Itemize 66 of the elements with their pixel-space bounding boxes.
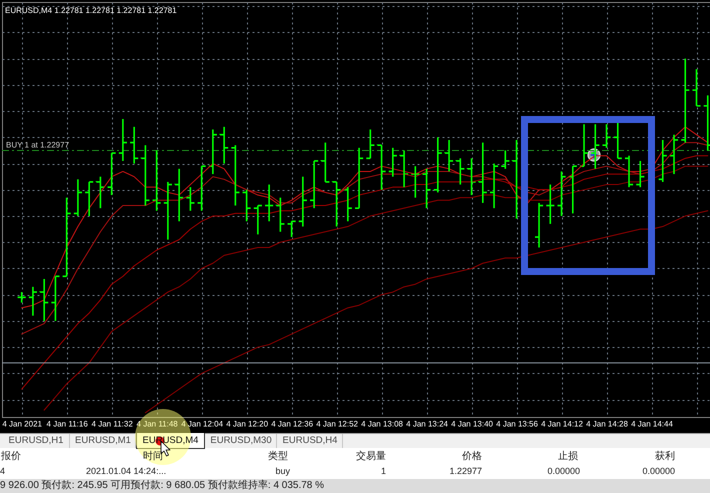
candlestick — [118, 118, 128, 162]
text: 1 — [380, 465, 386, 478]
candlestick — [534, 202, 544, 248]
candlestick — [546, 184, 554, 225]
x-tick-label: 4 Jan 13:56 — [496, 420, 539, 428]
candlestick — [73, 178, 83, 217]
candlestick — [602, 123, 612, 149]
text: EURUSD,M1 — [70, 434, 136, 448]
x-tick-label: 4 Jan 12:20 — [226, 420, 269, 428]
x-tick-label: 4 Jan 14:28 — [586, 420, 628, 428]
text: 9 926.00 预付款: 245.95 可用预付款: 9 680.05 预付款维持率: 4 035.78 % — [0, 479, 324, 493]
candlestick — [196, 165, 206, 212]
text: 报价 — [1, 450, 21, 464]
x-tick-label: 4 Jan 12:04 — [181, 420, 224, 428]
candlestick — [635, 160, 646, 188]
text: buy — [275, 465, 290, 478]
candlestick — [556, 170, 566, 217]
text: 类型 — [268, 450, 288, 464]
text: 2021.01.04 14:24:... — [86, 465, 166, 478]
candlestick — [365, 128, 376, 160]
candlestick — [84, 181, 94, 217]
candlestick — [388, 147, 398, 178]
candlestick — [354, 147, 364, 209]
candlestick — [579, 123, 589, 167]
text: 价格 — [462, 450, 482, 464]
candlestick — [208, 128, 218, 175]
candlestick — [286, 220, 296, 238]
x-tick-label: 4 Jan 14:44 — [631, 420, 674, 428]
candlestick — [658, 139, 668, 183]
text: 止损 — [558, 450, 578, 464]
x-tick-label: 4 Jan 14:12 — [541, 420, 584, 428]
ref-line-label: BUY 1 at 1.22977 — [6, 140, 70, 150]
candlestick — [253, 204, 263, 236]
x-tick-label: 4 Jan 12:52 — [316, 420, 359, 428]
candlestick — [669, 134, 679, 175]
text: 1.22977 — [449, 465, 482, 478]
candlestick — [50, 276, 60, 322]
candlestick — [106, 152, 117, 196]
x-tick-label: 4 Jan 12:36 — [271, 420, 314, 428]
text: 0.00000 — [642, 465, 675, 478]
candlestick — [28, 286, 38, 316]
candlestick — [568, 165, 578, 214]
text: 获利 — [655, 450, 675, 464]
text: 0.00000 — [547, 465, 580, 478]
chart-title: EURUSD,M4 1.22781 1.22781 1.22781 1.22781 — [5, 6, 178, 15]
candlestick — [500, 150, 510, 170]
text: EURUSD,H4 — [277, 434, 343, 448]
x-tick-label: 4 Jan 13:40 — [451, 420, 494, 428]
candlestick — [163, 181, 173, 240]
candlestick — [298, 176, 308, 228]
x-tick-label: 4 Jan 11:32 — [92, 420, 134, 428]
x-tick-label: 4 Jan 13:24 — [406, 420, 449, 428]
x-tick-label: 4 Jan 13:08 — [361, 420, 404, 428]
text: 交易量 — [356, 450, 386, 464]
candlestick — [432, 136, 443, 194]
text: 时间 — [142, 450, 164, 464]
x-tick-label: 4 Jan 2021 — [2, 420, 43, 428]
candlestick — [489, 162, 499, 209]
text: 4 — [0, 465, 6, 478]
candlestick — [62, 196, 72, 278]
candlestick — [309, 160, 319, 209]
candlestick — [680, 58, 690, 144]
text: EURUSD,M30 — [205, 434, 277, 448]
candlestick — [265, 184, 274, 222]
x-tick-label: 4 Jan 11:16 — [46, 420, 88, 428]
text: EURUSD,H1 — [2, 434, 70, 448]
